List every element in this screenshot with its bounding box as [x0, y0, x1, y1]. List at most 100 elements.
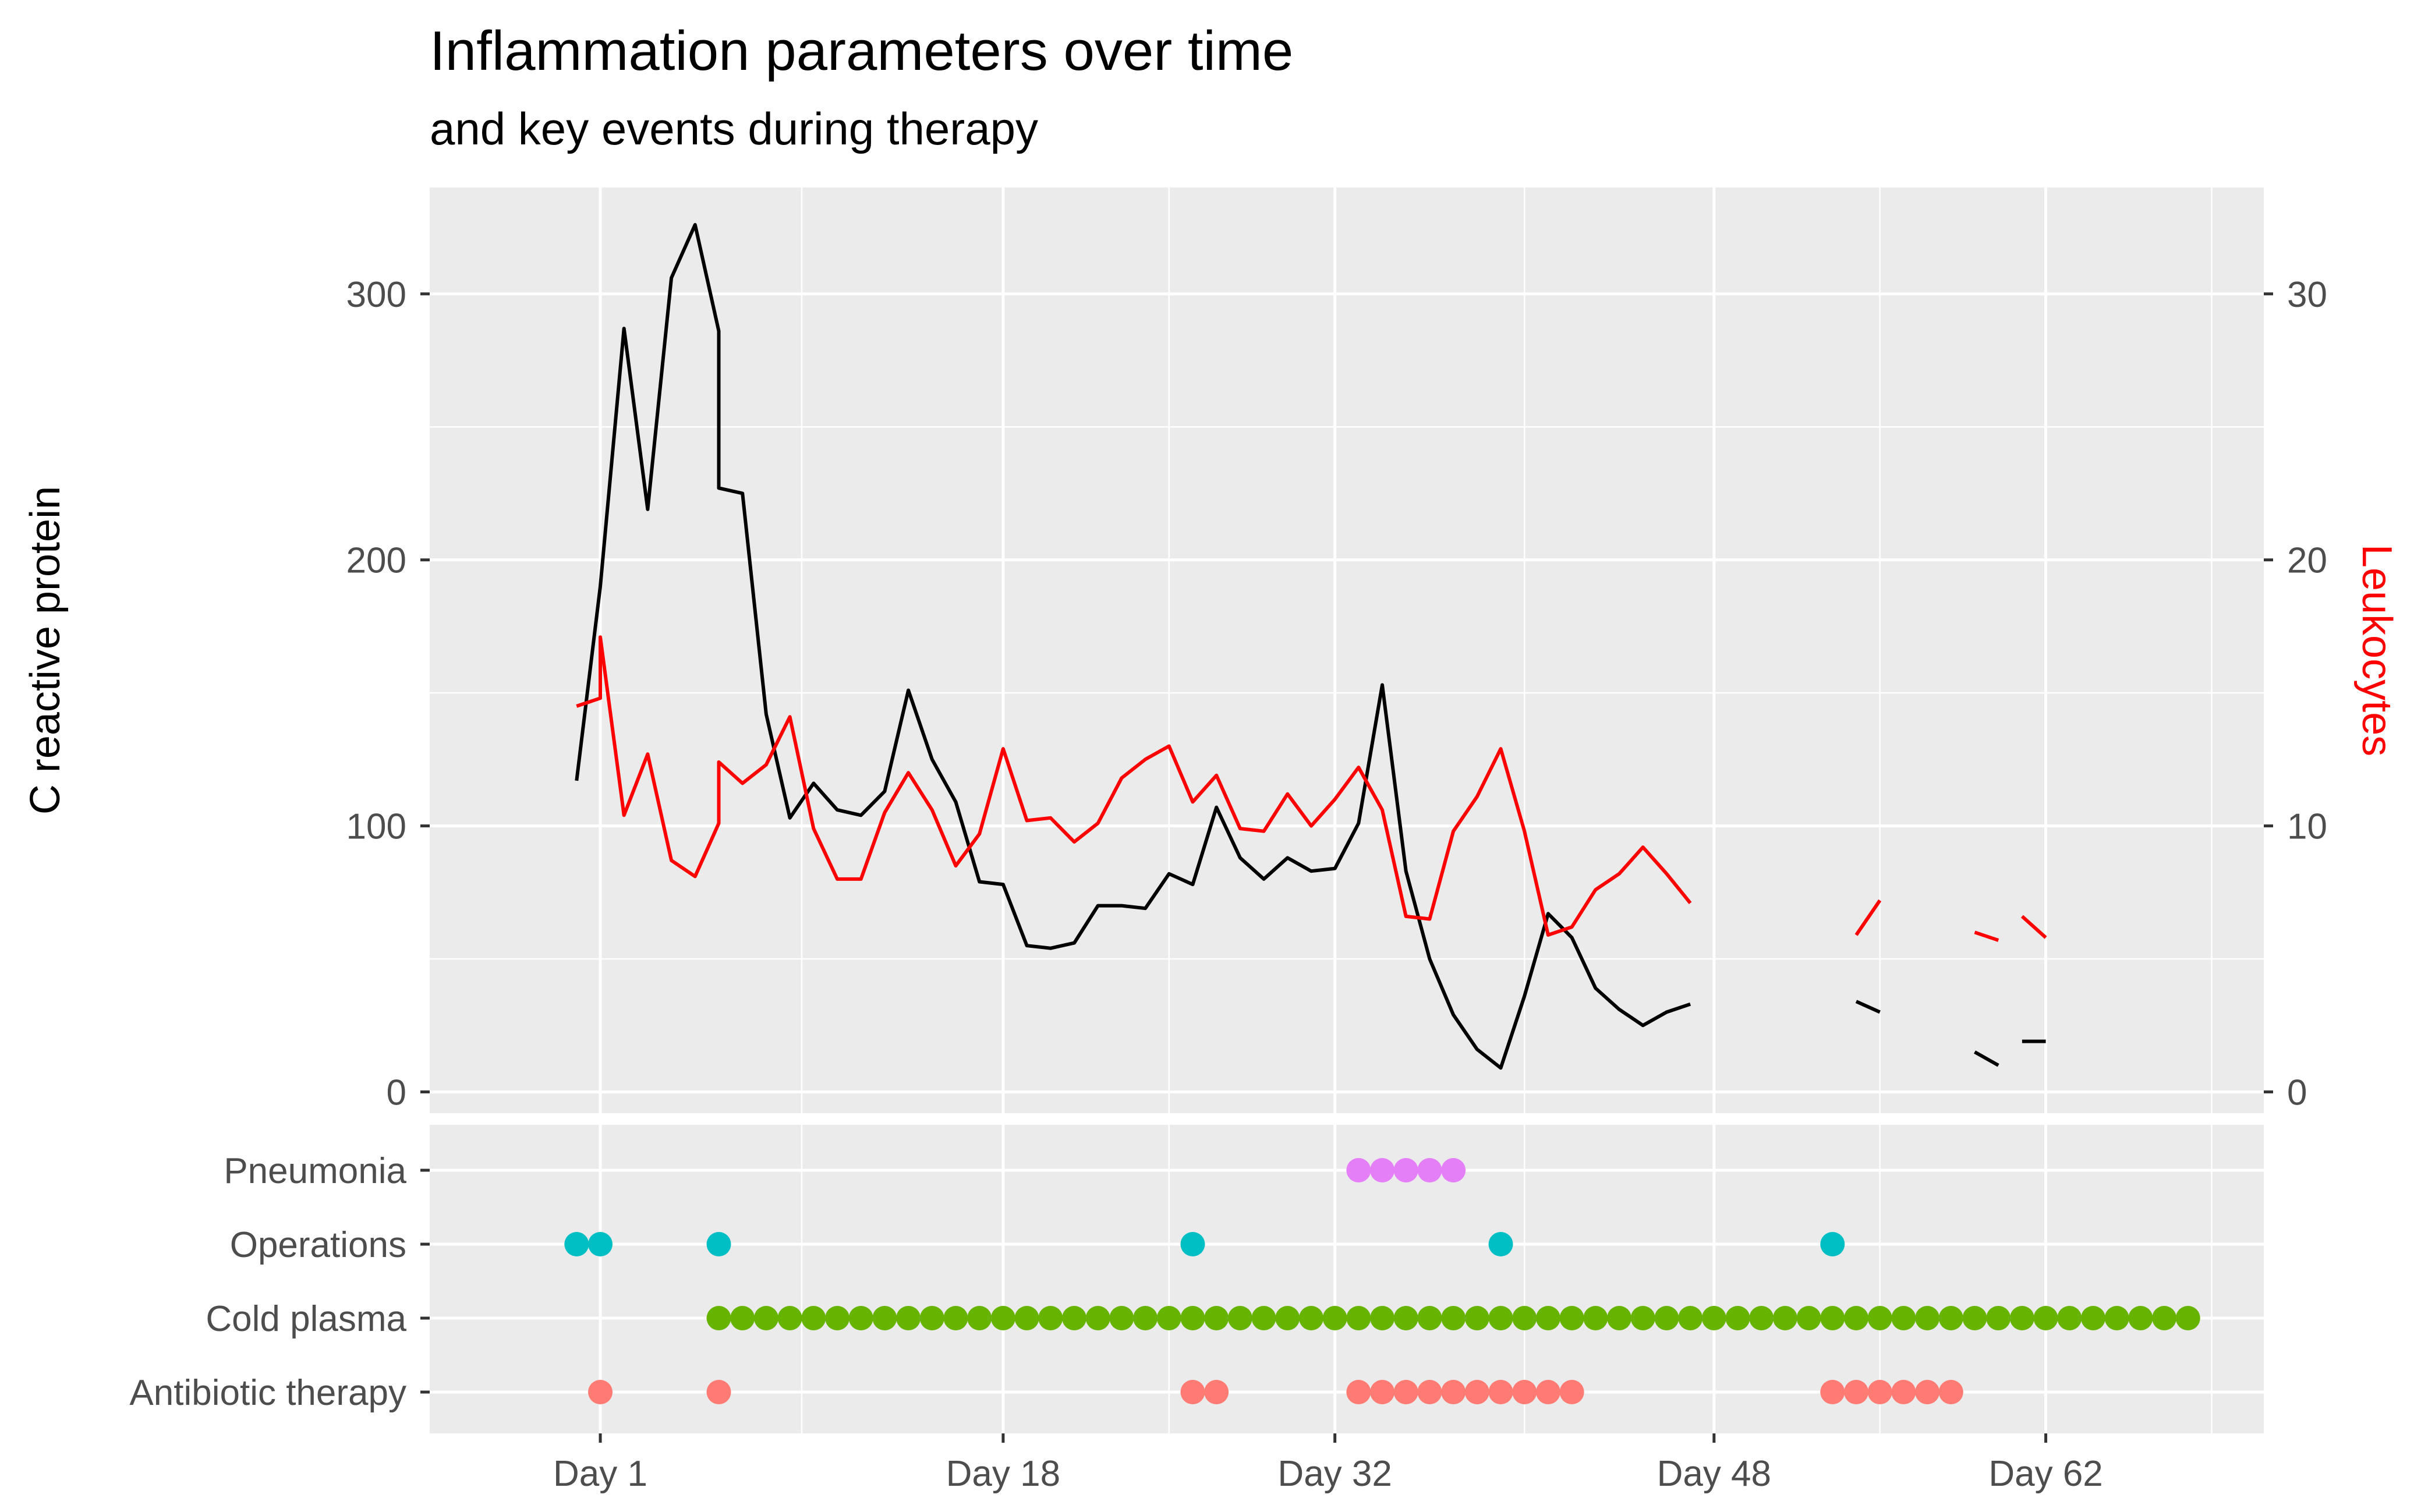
event-dot-cold-plasma [967, 1306, 992, 1330]
event-markers [564, 1158, 2200, 1404]
y-axis-title-left: C reactive protein [22, 486, 69, 815]
event-dot-pneumonia [1417, 1158, 1442, 1182]
event-dot-cold-plasma [1346, 1306, 1371, 1330]
event-dot-cold-plasma [848, 1306, 873, 1330]
event-dot-cold-plasma [2057, 1306, 2082, 1330]
event-dot-cold-plasma [1298, 1306, 1323, 1330]
event-dot-antibiotic-therapy [1867, 1380, 1892, 1404]
event-dot-pneumonia [1346, 1158, 1371, 1182]
event-dot-cold-plasma [753, 1306, 778, 1330]
series-line-leukocytes [1854, 899, 1882, 936]
series-line-c-reactive-protein [1974, 1050, 1999, 1067]
event-dot-operations [1180, 1232, 1205, 1256]
event-dot-antibiotic-therapy [1204, 1380, 1229, 1404]
event-dot-cold-plasma [2080, 1306, 2105, 1330]
event-dot-cold-plasma [1962, 1306, 1987, 1330]
event-dot-cold-plasma [2128, 1306, 2153, 1330]
event-dot-cold-plasma [1014, 1306, 1039, 1330]
event-dot-cold-plasma [2152, 1306, 2177, 1330]
chart-title: Inflammation parameters over time [430, 20, 1293, 82]
event-category-label: Operations [230, 1225, 406, 1265]
event-dot-cold-plasma [1227, 1306, 1252, 1330]
event-dot-antibiotic-therapy [1559, 1380, 1584, 1404]
event-dot-antibiotic-therapy [1464, 1380, 1489, 1404]
event-dot-antibiotic-therapy [1441, 1380, 1466, 1404]
event-dot-cold-plasma [2175, 1306, 2200, 1330]
event-dot-cold-plasma [1109, 1306, 1134, 1330]
main-panel [430, 187, 2264, 1113]
event-dot-cold-plasma [1085, 1306, 1110, 1330]
event-dot-antibiotic-therapy [588, 1380, 613, 1404]
event-dot-pneumonia [1370, 1158, 1395, 1182]
y-tick-label-right: 10 [2287, 807, 2327, 847]
event-dot-cold-plasma [1820, 1306, 1845, 1330]
event-dot-cold-plasma [1393, 1306, 1418, 1330]
event-dot-cold-plasma [1796, 1306, 1821, 1330]
event-dot-antibiotic-therapy [1915, 1380, 1940, 1404]
event-dot-antibiotic-therapy [706, 1380, 731, 1404]
event-dot-cold-plasma [943, 1306, 968, 1330]
y-tick-label-left: 100 [346, 807, 406, 847]
event-dot-cold-plasma [1512, 1306, 1537, 1330]
x-tick-label: Day 1 [553, 1454, 647, 1494]
x-tick-label: Day 32 [1277, 1454, 1392, 1494]
event-dot-cold-plasma [1133, 1306, 1158, 1330]
event-dot-cold-plasma [1630, 1306, 1655, 1330]
event-dot-cold-plasma [1061, 1306, 1086, 1330]
y-tick-label-left: 0 [387, 1072, 406, 1113]
event-dot-cold-plasma [1915, 1306, 1940, 1330]
event-dot-antibiotic-therapy [1512, 1380, 1537, 1404]
event-dot-cold-plasma [1204, 1306, 1229, 1330]
event-dot-cold-plasma [1701, 1306, 1726, 1330]
event-dot-cold-plasma [1583, 1306, 1608, 1330]
event-dot-cold-plasma [1867, 1306, 1892, 1330]
event-dot-antibiotic-therapy [1535, 1380, 1560, 1404]
event-dot-pneumonia [1393, 1158, 1418, 1182]
event-dot-cold-plasma [1441, 1306, 1466, 1330]
event-dot-operations [564, 1232, 589, 1256]
event-dot-cold-plasma [1417, 1306, 1442, 1330]
event-dot-cold-plasma [2104, 1306, 2129, 1330]
event-dot-cold-plasma [1038, 1306, 1063, 1330]
y-tick-label-left: 200 [346, 541, 406, 581]
event-category-label: Antibiotic therapy [129, 1373, 406, 1413]
event-dot-antibiotic-therapy [1180, 1380, 1205, 1404]
event-dot-cold-plasma [1678, 1306, 1703, 1330]
event-dot-cold-plasma [1986, 1306, 2011, 1330]
event-dot-cold-plasma [919, 1306, 944, 1330]
event-dot-cold-plasma [1156, 1306, 1181, 1330]
event-dot-cold-plasma [990, 1306, 1015, 1330]
y-tick-label-right: 30 [2287, 275, 2327, 315]
event-dot-cold-plasma [1749, 1306, 1774, 1330]
event-dot-cold-plasma [1559, 1306, 1584, 1330]
y-tick-label-right: 0 [2287, 1072, 2307, 1113]
series-lines [575, 223, 2047, 1070]
event-dot-cold-plasma [1322, 1306, 1347, 1330]
x-tick-label: Day 62 [1988, 1454, 2102, 1494]
event-dot-cold-plasma [825, 1306, 849, 1330]
event-category-label: Cold plasma [206, 1299, 406, 1339]
event-dot-operations [588, 1232, 613, 1256]
event-category-label: Pneumonia [224, 1151, 406, 1191]
event-dot-cold-plasma [1938, 1306, 1963, 1330]
y-tick-label-left: 300 [346, 275, 406, 315]
event-dot-cold-plasma [1725, 1306, 1750, 1330]
event-dot-operations [706, 1232, 731, 1256]
event-dot-cold-plasma [2033, 1306, 2058, 1330]
event-dot-pneumonia [1441, 1158, 1466, 1182]
event-dot-antibiotic-therapy [1370, 1380, 1395, 1404]
series-line-c-reactive-protein [1855, 1000, 1881, 1014]
series-line-leukocytes [2020, 915, 2047, 939]
series-line-c-reactive-protein [575, 223, 1691, 1070]
event-dot-cold-plasma [730, 1306, 755, 1330]
axes: Pneumonia Operations Cold plasma Antibiotic… [129, 275, 2327, 1494]
event-dot-cold-plasma [1844, 1306, 1868, 1330]
event-dot-cold-plasma [896, 1306, 921, 1330]
event-dot-antibiotic-therapy [1393, 1380, 1418, 1404]
event-dot-cold-plasma [1535, 1306, 1560, 1330]
event-dot-operations [1820, 1232, 1845, 1256]
event-dot-cold-plasma [777, 1306, 802, 1330]
event-dot-cold-plasma [1370, 1306, 1395, 1330]
x-tick-label: Day 18 [946, 1454, 1060, 1494]
event-dot-cold-plasma [1488, 1306, 1513, 1330]
